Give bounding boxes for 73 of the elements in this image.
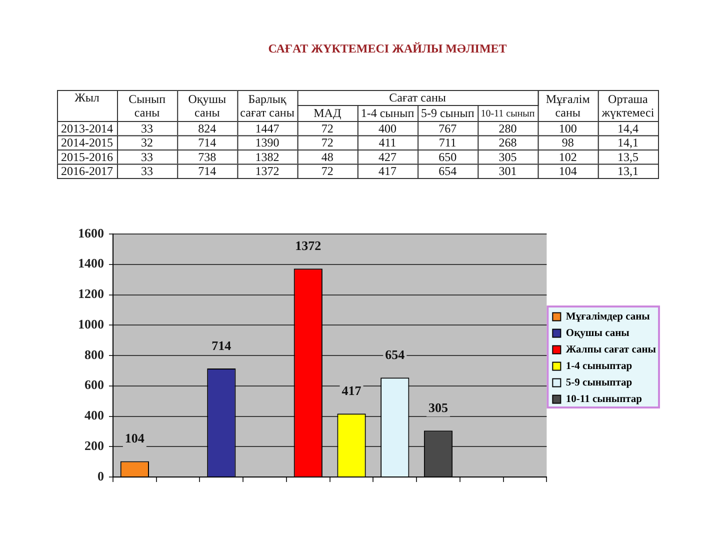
data-label: 98 xyxy=(562,136,574,150)
data-label: 72 xyxy=(321,164,334,178)
data-label: 714 xyxy=(198,164,216,178)
data-label: 48 xyxy=(321,150,334,164)
y-tick-label: 2013-2014 xyxy=(61,121,113,136)
data-label: 1382 xyxy=(255,150,280,164)
data-label: 33 xyxy=(141,121,154,136)
data-label: 1372 xyxy=(295,238,322,253)
data-label: 714 xyxy=(198,136,216,150)
data-label: 654 xyxy=(385,347,406,362)
legend-label: Оқушы саны xyxy=(566,328,630,339)
data-label: 767 xyxy=(438,121,457,136)
legend-label: Мұғалімдер саны xyxy=(566,311,650,322)
data-label: 824 xyxy=(198,121,216,136)
x-tick-label: Барлық сағат саны xyxy=(240,92,294,120)
data-label: 102 xyxy=(558,150,577,164)
data-label: 654 xyxy=(438,164,457,178)
chart-title: САҒАТ ЖҮКТЕМЕСІ ЖАЙЛЫ МӘЛІМЕТ xyxy=(268,41,507,56)
data-label: 400 xyxy=(378,121,396,136)
x-tick-label: 10-11 сынып xyxy=(480,108,536,120)
y-tick-label: 1200 xyxy=(78,286,104,302)
y-tick-label: 0 xyxy=(98,468,104,484)
data-label: 650 xyxy=(438,150,457,164)
text: Сағат саны xyxy=(389,90,446,105)
data-label: 33 xyxy=(141,164,154,178)
data-label: 417 xyxy=(342,383,362,398)
x-tick-label: МАД xyxy=(314,106,342,120)
data-label: 305 xyxy=(428,400,448,416)
data-label: 72 xyxy=(321,121,334,136)
y-tick-label: 800 xyxy=(84,346,104,362)
data-label: 14,4 xyxy=(617,121,638,136)
data-label: 14,1 xyxy=(617,136,638,150)
y-tick-label: 600 xyxy=(84,377,104,392)
data-label: 301 xyxy=(498,164,517,178)
y-tick-label: 400 xyxy=(84,408,104,423)
data-label: 738 xyxy=(198,150,216,164)
legend-label: 5-9 сыныптар xyxy=(566,377,632,388)
x-tick-label: Орташа жүктемесі xyxy=(600,92,655,120)
data-label: 1372 xyxy=(255,164,280,178)
data-label: 33 xyxy=(141,150,154,164)
y-axis-title: Жыл xyxy=(74,90,100,105)
data-label: 13,1 xyxy=(617,164,638,178)
data-label: 32 xyxy=(141,136,154,150)
data-label: 13,5 xyxy=(617,150,638,164)
data-label: 268 xyxy=(498,136,517,150)
data-label: 280 xyxy=(498,121,517,136)
x-tick-label: 1-4 сынып xyxy=(360,106,415,120)
data-label: 305 xyxy=(498,150,517,164)
data-label: 72 xyxy=(321,136,334,150)
y-tick-label: 2014-2015 xyxy=(61,136,113,150)
x-tick-label: 5-9 сынып xyxy=(420,106,475,120)
y-tick-label: 1000 xyxy=(78,316,104,332)
legend-label: 1-4 сыныптар xyxy=(566,360,632,372)
data-label: 411 xyxy=(378,136,396,150)
data-label: 100 xyxy=(558,121,577,136)
legend-label: 10-11 сыныптар xyxy=(566,394,642,405)
y-tick-label: 1600 xyxy=(78,225,104,240)
data-label: 1390 xyxy=(255,136,280,150)
y-tick-label: 2016-2017 xyxy=(61,164,113,178)
data-label: 714 xyxy=(212,338,232,353)
x-tick-label: Сынып саны xyxy=(128,92,166,120)
y-tick-label: 200 xyxy=(84,438,104,453)
data-label: 104 xyxy=(124,430,145,446)
y-tick-label: 1400 xyxy=(78,256,104,271)
data-label: 104 xyxy=(558,164,577,178)
x-tick-label: Мұғалім саны xyxy=(546,92,590,120)
data-label: 427 xyxy=(378,150,396,164)
data-label: 417 xyxy=(378,164,396,178)
legend-label: Жалпы сағат саны xyxy=(566,344,656,356)
y-tick-label: 2015-2016 xyxy=(61,150,113,164)
data-label: 1447 xyxy=(255,121,280,136)
data-label: 711 xyxy=(438,136,456,150)
x-tick-label: Оқушы саны xyxy=(188,92,226,120)
